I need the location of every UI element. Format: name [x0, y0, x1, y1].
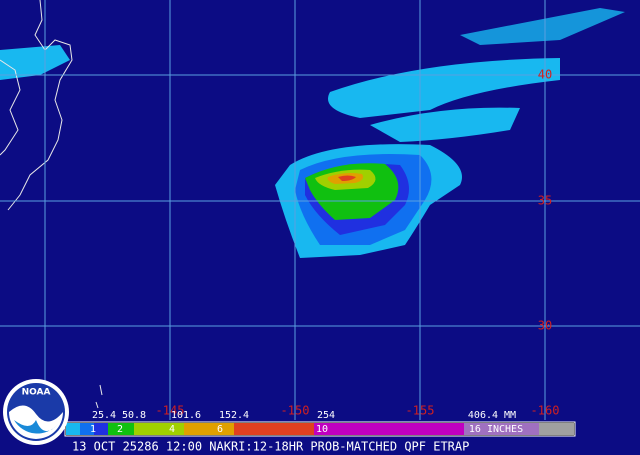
lon-label: -155 — [406, 404, 435, 418]
caption: 13 OCT 25286 12:00 NAKRI:12-18HR PROB-MA… — [72, 440, 469, 454]
mm-label: 101.6 — [171, 410, 201, 421]
noaa-logo: NOAA — [3, 379, 69, 445]
inch-label: 2 — [117, 424, 123, 435]
color-bar — [64, 421, 576, 437]
inch-label: 4 — [169, 424, 175, 435]
lat-label: 30 — [538, 319, 552, 333]
mm-label: 152.4 — [219, 410, 249, 421]
mm-label: 254 — [317, 410, 335, 421]
lat-label: 35 — [538, 194, 552, 208]
inch-label: 6 — [217, 424, 223, 435]
logo-text: NOAA — [22, 388, 51, 398]
grid — [0, 0, 640, 420]
lon-label: -150 — [281, 404, 310, 418]
mm-label: 25.4 — [92, 410, 116, 421]
coastline — [0, 0, 103, 409]
mm-label: 50.8 — [122, 410, 146, 421]
inch-label: 1 — [90, 424, 96, 435]
lon-label: -160 — [531, 404, 560, 418]
inch-label: 10 — [316, 424, 328, 435]
precip-field — [0, 8, 625, 258]
mm-label: 406.4 MM — [468, 410, 516, 421]
lon-label: -145 — [156, 404, 185, 418]
inch-label: 16 INCHES — [469, 424, 523, 435]
lat-label: 40 — [538, 68, 552, 82]
